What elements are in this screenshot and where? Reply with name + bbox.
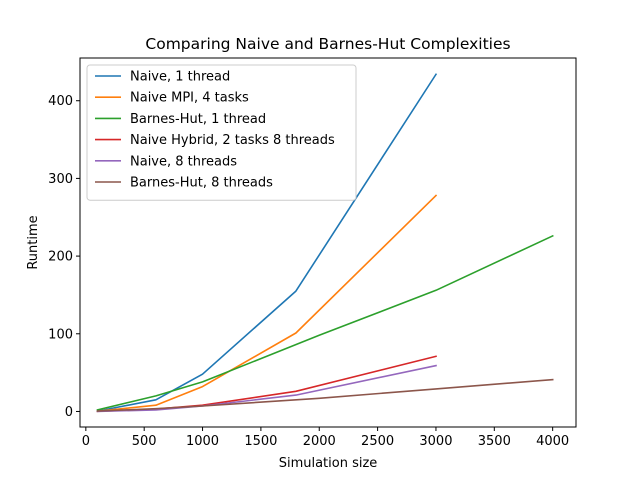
legend-label: Naive, 1 thread — [130, 70, 230, 85]
legend-label: Naive MPI, 4 tasks — [130, 91, 249, 106]
x-tick-label: 0 — [82, 434, 90, 449]
x-tick-label: 2000 — [303, 434, 336, 449]
x-tick-label: 4000 — [536, 434, 569, 449]
x-tick-label: 3000 — [419, 434, 452, 449]
chart-title: Comparing Naive and Barnes-Hut Complexit… — [145, 35, 510, 53]
y-tick-label: 200 — [48, 250, 73, 265]
y-tick-label: 0 — [65, 405, 73, 420]
y-tick-label: 300 — [48, 172, 73, 187]
series-line-1 — [96, 73, 438, 413]
legend-box — [86, 64, 357, 201]
x-tick-label: 2500 — [361, 434, 394, 449]
x-tick-label: 1000 — [186, 434, 219, 449]
x-tick-label: 3500 — [478, 434, 511, 449]
legend-label: Barnes-Hut, 1 thread — [130, 112, 266, 127]
legend: Naive, 1 thread Naive MPI, 4 tasks Barnes-… — [86, 64, 357, 201]
y-axis-label: Runtime — [26, 215, 41, 269]
x-tick-label: 500 — [132, 434, 157, 449]
series-line-6 — [96, 378, 554, 412]
plot-frame — [79, 57, 577, 428]
y-axis: 0 100 200 300 400 — [48, 94, 80, 420]
series-line-3 — [96, 234, 554, 411]
legend-label: Naive, 8 threads — [130, 154, 237, 169]
y-tick-label: 100 — [48, 327, 73, 342]
x-tick-label: 1500 — [244, 434, 277, 449]
series-layer — [96, 73, 554, 413]
legend-label: Barnes-Hut, 8 threads — [130, 176, 273, 191]
x-axis-label: Simulation size — [279, 456, 378, 471]
y-tick-label: 400 — [48, 94, 73, 109]
legend-label: Naive Hybrid, 2 tasks 8 threads — [130, 133, 335, 148]
series-line-2 — [96, 194, 438, 413]
x-axis: 0 500 1000 1500 2000 2500 3000 3500 4000 — [82, 427, 569, 449]
